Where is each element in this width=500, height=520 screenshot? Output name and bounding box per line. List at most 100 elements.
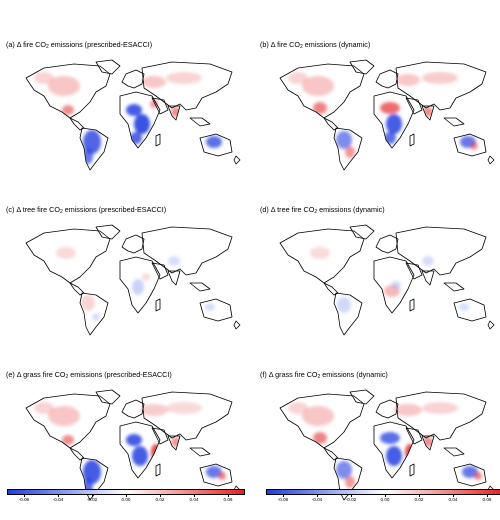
- emission-anomaly: [140, 404, 168, 416]
- colorbar-gradient: [7, 489, 245, 495]
- landmass-sa: [333, 127, 363, 171]
- panel-title-subscript: 2: [317, 374, 321, 380]
- panel-title-prefix: (d) Δ tree fire CO: [260, 205, 315, 214]
- landmass-as: [141, 391, 233, 441]
- world-map: [25, 59, 241, 171]
- map-panel-d: (d) Δ tree fire CO2 emissions (dynamic): [258, 205, 498, 355]
- panel-title-suffix: emissions (dynamic): [320, 370, 388, 379]
- emission-field: [310, 247, 469, 313]
- emission-anomaly: [380, 432, 400, 444]
- emission-anomaly: [142, 273, 150, 281]
- world-map: [279, 389, 495, 501]
- landmass-nz: [233, 320, 241, 330]
- emission-anomaly: [205, 303, 215, 311]
- landmass-as: [395, 391, 487, 441]
- landmass-gr: [349, 59, 375, 75]
- emission-anomaly: [380, 102, 400, 114]
- landmass-eu: [375, 234, 399, 254]
- landmass-au: [199, 463, 233, 487]
- colorbar: -0.06 -0.04 -0.02 0.00 0.02 0.04 0.06: [266, 489, 500, 505]
- landmass-md: [409, 298, 415, 312]
- landmass-au: [453, 463, 487, 487]
- emission-anomaly: [142, 76, 166, 88]
- landmass-sea: [189, 282, 211, 292]
- landmass-ind: [167, 270, 181, 286]
- emission-anomaly: [92, 313, 100, 321]
- panel-title-prefix: (c) Δ tree fire CO: [6, 205, 60, 214]
- coastlines: [279, 389, 495, 501]
- map-panel-a: (a) Δ fire CO2 emissions (prescribed-ESA…: [4, 40, 244, 190]
- coastlines: [25, 59, 241, 171]
- emission-field: [288, 402, 482, 488]
- emission-field: [56, 247, 215, 321]
- landmass-af: [373, 256, 415, 314]
- emission-field: [288, 72, 478, 158]
- emission-anomaly: [218, 472, 226, 480]
- landmass-eu: [375, 69, 399, 89]
- landmass-as: [141, 226, 233, 276]
- emission-anomaly: [134, 114, 150, 134]
- panel-title-subscript: 2: [299, 44, 303, 50]
- landmass-sea: [443, 117, 465, 127]
- panel-title-suffix: emissions (prescribed-ESACCI): [48, 40, 153, 49]
- emission-anomaly: [81, 295, 95, 311]
- panel-title-prefix: (f) Δ grass fire CO: [260, 370, 318, 379]
- colorbar-tick: [58, 495, 59, 497]
- emission-anomaly: [313, 432, 327, 444]
- landmass-ara: [151, 97, 169, 115]
- world-map: [25, 389, 241, 501]
- world-map: [25, 224, 241, 336]
- colorbar: -0.06 -0.04 -0.02 0.00 0.02 0.04 0.06: [7, 489, 245, 505]
- world-map: [279, 59, 495, 171]
- landmass-nz: [487, 320, 495, 330]
- colorbar-tick: [351, 495, 352, 497]
- emission-anomaly: [462, 466, 478, 478]
- colorbar-tick: [160, 495, 161, 497]
- panel-title-prefix: (e) Δ grass fire CO: [6, 370, 66, 379]
- landmass-nz: [233, 155, 241, 165]
- landmass-ind: [167, 105, 181, 121]
- panel-title-subscript: 2: [45, 44, 49, 50]
- colorbar-tick-label: -0.06: [277, 497, 289, 502]
- coastlines: [279, 224, 495, 336]
- colorbar-tick-label: 0.02: [414, 497, 424, 502]
- panel-title-suffix: emissions (dynamic): [317, 205, 385, 214]
- landmass-gr: [95, 389, 121, 405]
- emission-anomaly: [302, 406, 334, 426]
- landmass-sa: [333, 457, 363, 501]
- emission-anomaly: [126, 434, 142, 446]
- landmass-na: [25, 228, 111, 284]
- emission-anomaly: [206, 136, 222, 148]
- panel-title-subscript: 2: [65, 374, 69, 380]
- landmass-na: [279, 228, 365, 284]
- colorbar-tick: [194, 495, 195, 497]
- landmass-as: [141, 61, 233, 111]
- emission-anomaly: [422, 256, 434, 266]
- emission-anomaly: [386, 446, 402, 466]
- coastlines: [25, 224, 241, 336]
- colorbar-tick: [92, 495, 93, 497]
- landmass-gr: [349, 389, 375, 405]
- landmass-eu: [121, 69, 145, 89]
- emission-anomaly: [206, 466, 222, 478]
- emission-anomaly: [345, 146, 355, 158]
- landmass-af: [119, 421, 161, 479]
- colorbar-tick-label: -0.04: [52, 497, 64, 502]
- landmass-gr: [95, 224, 121, 240]
- landmass-sa: [79, 292, 109, 336]
- colorbar-tick: [317, 495, 318, 497]
- colorbar-tick: [283, 495, 284, 497]
- landmass-md: [409, 133, 415, 147]
- panel-title-prefix: (b) Δ fire CO: [260, 40, 300, 49]
- emission-anomaly: [132, 279, 144, 295]
- colorbar-tick-label: 0.00: [121, 497, 131, 502]
- colorbar-tick-label: 0.02: [155, 497, 165, 502]
- landmass-sea: [189, 447, 211, 457]
- landmass-au: [453, 298, 487, 322]
- landmass-ind: [167, 435, 181, 451]
- emission-anomaly: [288, 402, 308, 414]
- colorbar-tick: [126, 495, 127, 497]
- colorbar-tick-label: -0.04: [311, 497, 323, 502]
- emission-anomaly: [166, 402, 202, 414]
- world-map: [279, 224, 495, 336]
